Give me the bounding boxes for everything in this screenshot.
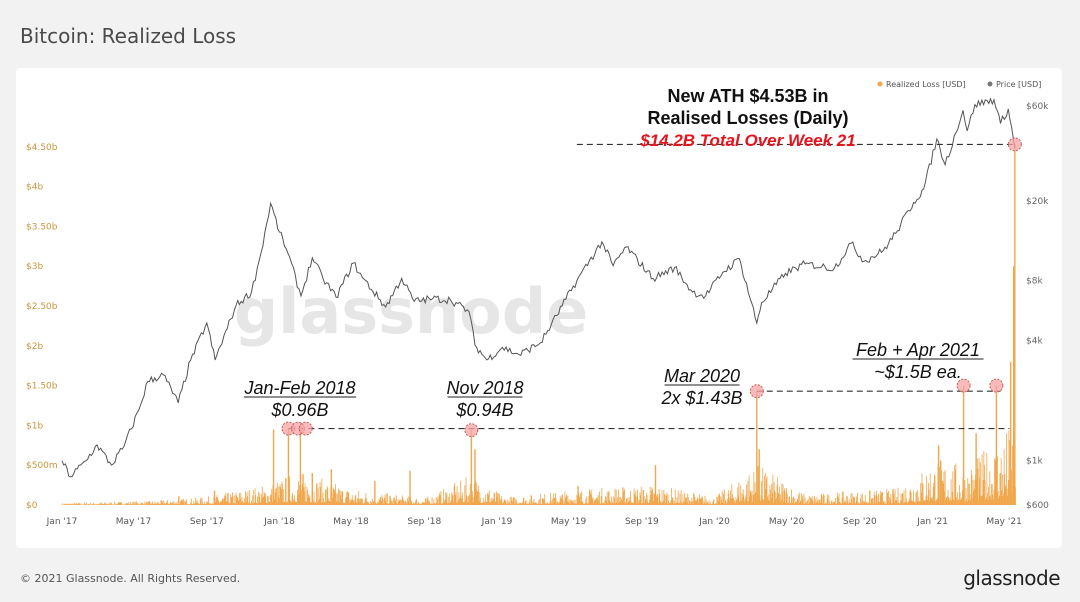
- brand-logo: glassnode: [963, 566, 1060, 590]
- y-left-tick-label: $500m: [26, 461, 58, 471]
- legend-label-loss: Realized Loss [USD]: [886, 80, 966, 89]
- copyright-text: © 2021 Glassnode. All Rights Reserved.: [20, 572, 241, 585]
- legend-swatch-loss: [877, 81, 883, 87]
- annotation-febapr2021-text: ~$1.5B ea.: [874, 362, 962, 382]
- annotation-janfeb2018-text: Jan-Feb 2018: [243, 378, 355, 398]
- annotation-ath-text: Realised Losses (Daily): [647, 108, 848, 128]
- annotation-mar2020-text: Mar 2020: [664, 366, 740, 386]
- annotation-ath-text: New ATH $4.53B in: [667, 86, 828, 106]
- legend-label-price: Price [USD]: [996, 80, 1041, 89]
- annotation-febapr2021-text: Feb + Apr 2021: [856, 340, 980, 360]
- x-tick-label: Jan '20: [698, 517, 730, 527]
- y-right-tick-label: $8k: [1026, 277, 1043, 287]
- watermark-text: glassnode: [234, 275, 588, 348]
- y-left-tick-label: $4.50b: [26, 143, 58, 153]
- y-right-tick-label: $20k: [1026, 197, 1049, 207]
- x-tick-label: May '20: [769, 517, 805, 527]
- x-tick-label: May '18: [333, 517, 369, 527]
- y-left-tick-label: $2.50b: [26, 302, 58, 312]
- x-tick-label: Sep '18: [407, 517, 441, 527]
- realized-loss-chart: glassnode $0 $500m $1b $1.50b $2b $2.50b $3b $3.…: [26, 80, 1049, 527]
- y-right-tick-label: $1k: [1026, 457, 1043, 467]
- x-tick-label: Sep '20: [843, 517, 877, 527]
- x-tick-label: Jan '19: [481, 517, 513, 527]
- y-left-tick-label: $0: [26, 501, 38, 511]
- y-left-tick-label: $1.50b: [26, 382, 58, 392]
- annotation-nov2018-text: $0.94B: [455, 400, 513, 420]
- x-tick-label: Jan '17: [46, 517, 78, 527]
- x-tick-label: May '19: [551, 517, 587, 527]
- y-left-tick-label: $3.50b: [26, 222, 58, 232]
- highlight-marker: [298, 421, 313, 436]
- page-title: Bitcoin: Realized Loss: [20, 24, 237, 48]
- legend-swatch-price: [987, 81, 993, 87]
- annotation-week21-text: $14.2B Total Over Week 21: [639, 131, 855, 150]
- highlight-marker: [1007, 137, 1022, 152]
- annotation-janfeb2018-text: $0.96B: [270, 400, 328, 420]
- annotation-mar2020-text: 2x $1.43B: [660, 388, 742, 408]
- x-tick-label: May '21: [986, 517, 1021, 527]
- x-tick-label: Sep '17: [190, 517, 224, 527]
- y-left-tick-label: $2b: [26, 342, 43, 352]
- y-left-tick-label: $4b: [26, 183, 43, 193]
- highlight-marker: [989, 378, 1004, 393]
- y-right-tick-label: $60k: [1026, 102, 1049, 112]
- price-line: [61, 97, 1016, 478]
- x-tick-label: May '17: [116, 517, 151, 527]
- annotation-nov2018-text: Nov 2018: [446, 378, 523, 398]
- y-left-tick-label: $3b: [26, 262, 43, 272]
- y-right-tick-label: $600: [1026, 501, 1049, 511]
- highlight-marker: [464, 423, 479, 438]
- highlight-marker: [956, 378, 971, 393]
- x-tick-label: Jan '21: [916, 517, 948, 527]
- x-tick-label: Sep '19: [625, 517, 659, 527]
- x-tick-label: Jan '18: [263, 517, 295, 527]
- y-left-tick-label: $1b: [26, 421, 43, 431]
- realized-loss-bars: [61, 144, 1016, 505]
- y-right-tick-label: $4k: [1026, 337, 1043, 347]
- chart-card: glassnode $0 $500m $1b $1.50b $2b $2.50b $3b $3.…: [16, 68, 1062, 548]
- highlight-marker: [749, 384, 764, 399]
